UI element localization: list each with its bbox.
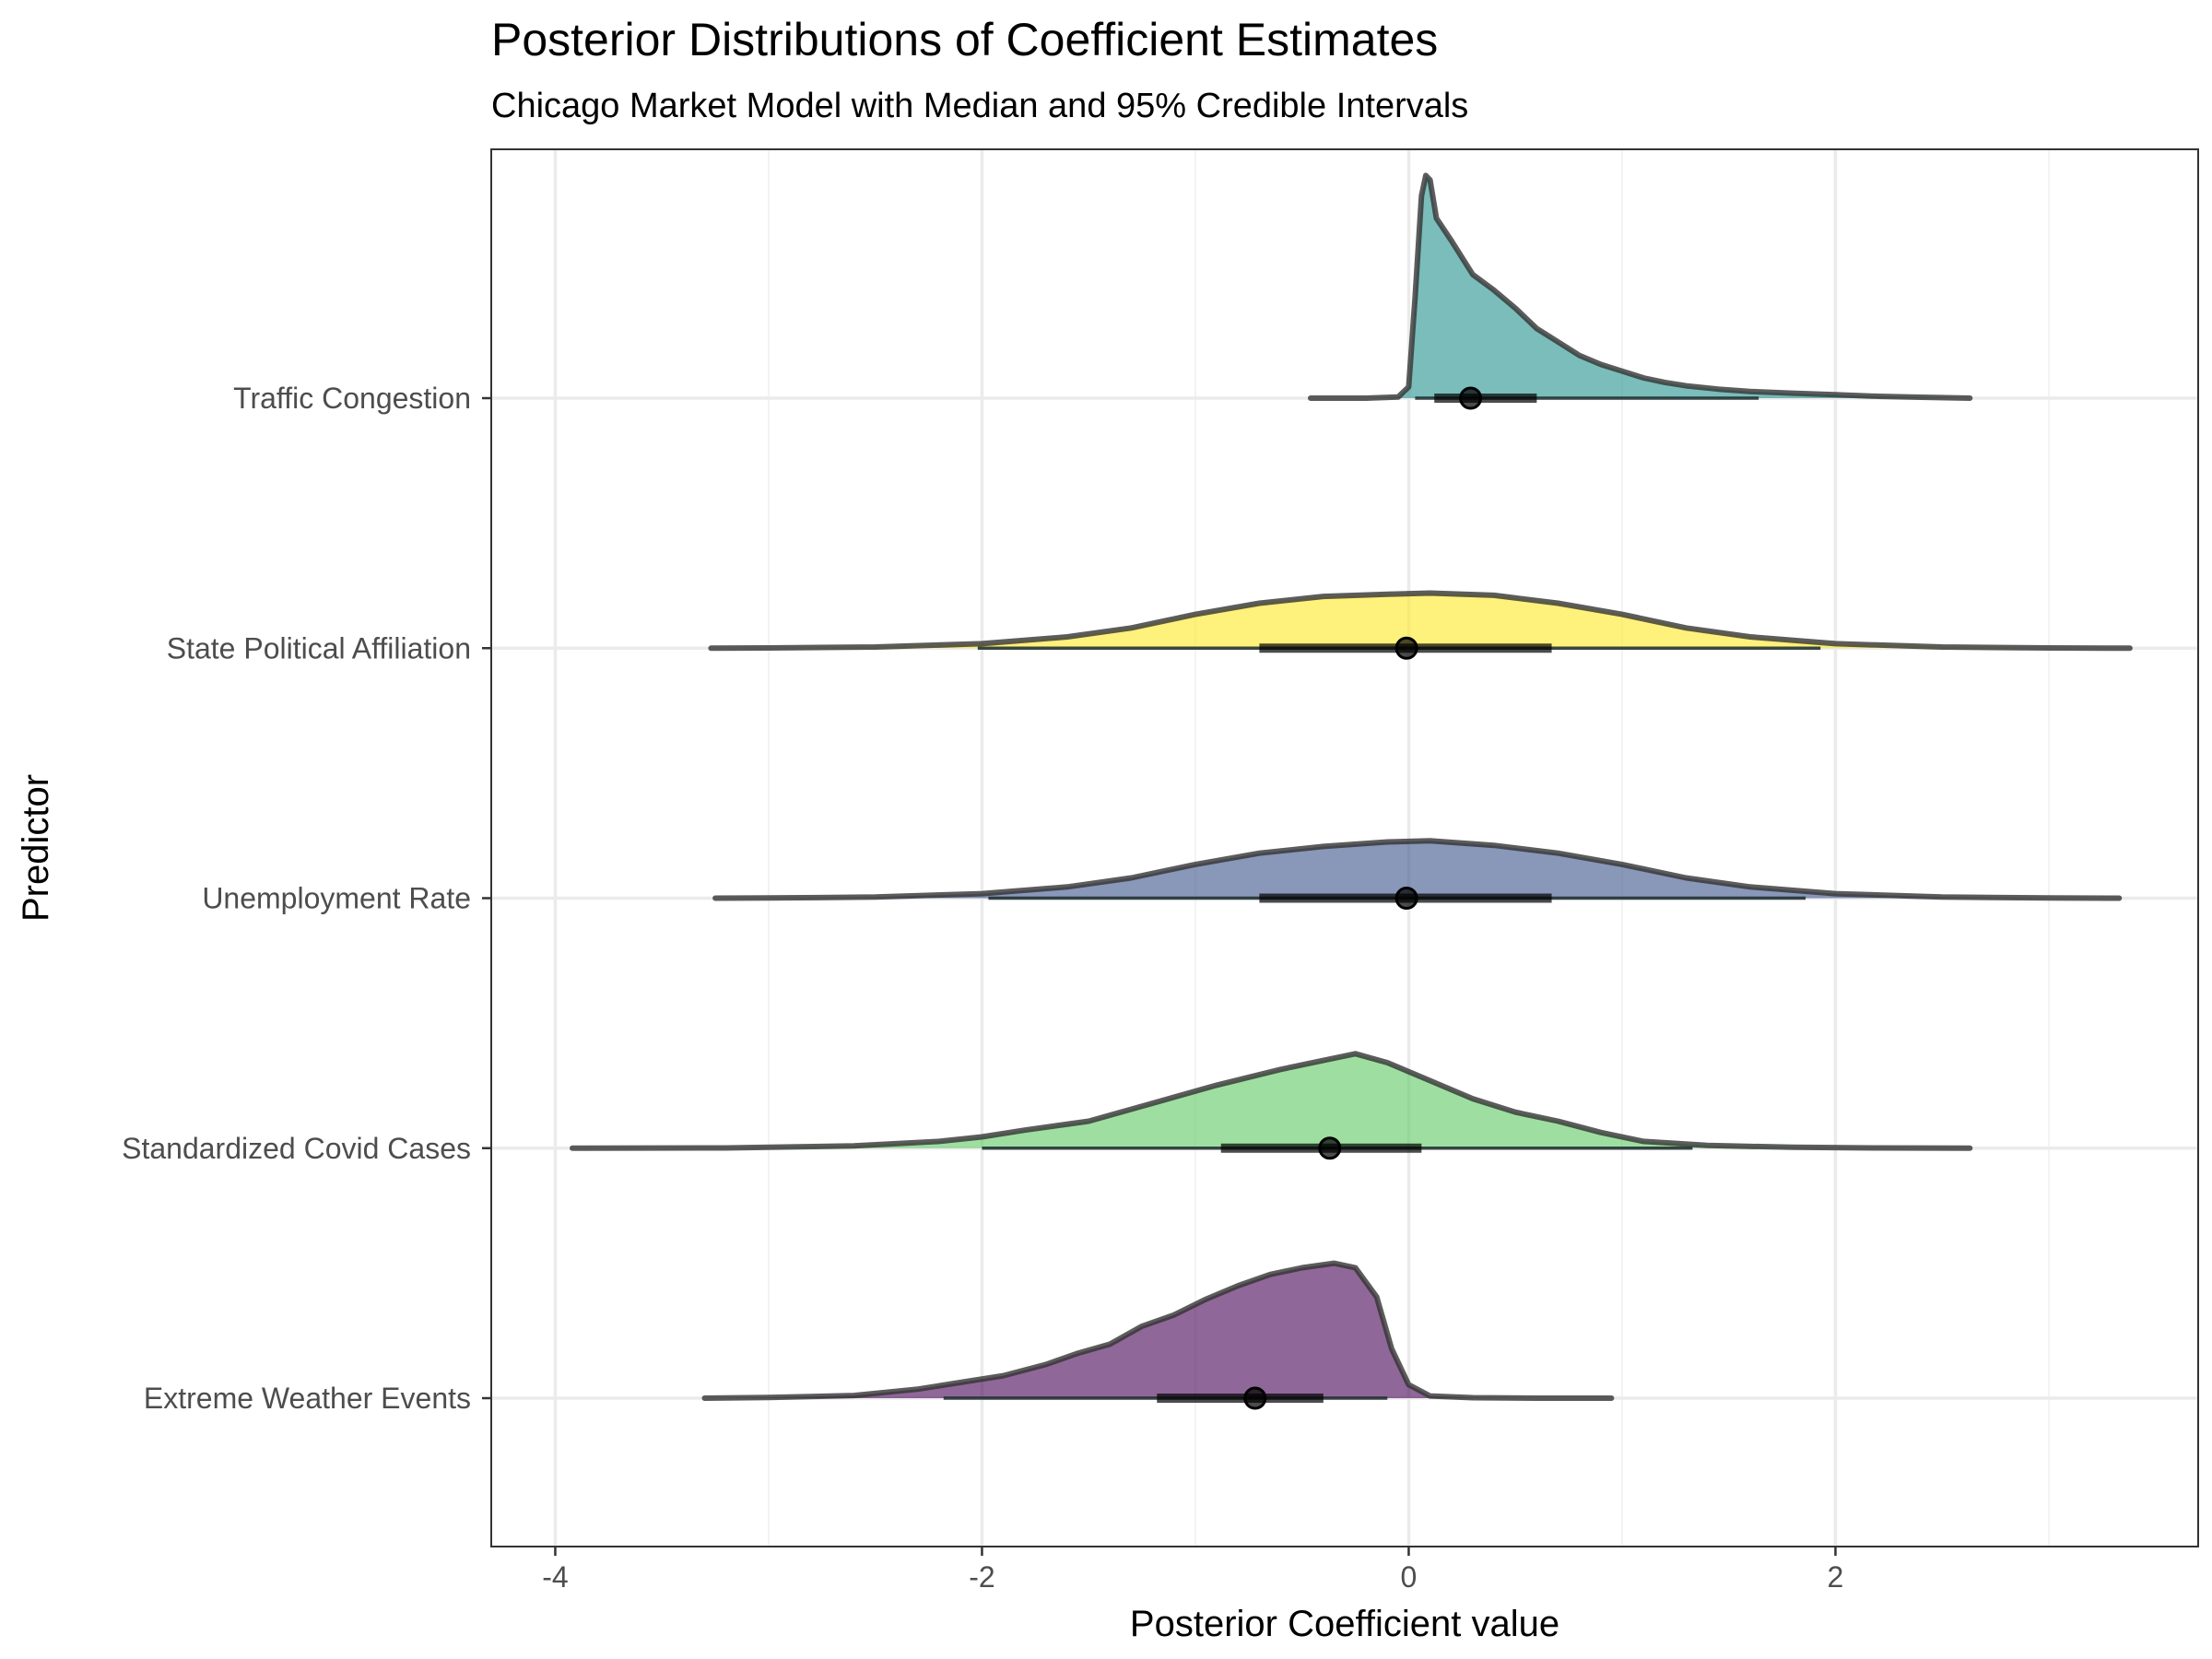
series-traffic-congestion bbox=[1308, 172, 1973, 410]
density-outline bbox=[570, 1051, 1973, 1151]
density-outline bbox=[701, 1260, 1615, 1401]
x-tick-label: 2 bbox=[1828, 1560, 1844, 1594]
density-outline bbox=[712, 838, 2123, 901]
median-point bbox=[1243, 1386, 1267, 1410]
y-tick-label: State Political Affiliation bbox=[167, 631, 471, 665]
panel-border bbox=[490, 148, 2199, 1547]
series-extreme-weather-events bbox=[701, 1260, 1615, 1410]
x-tick-label: -2 bbox=[969, 1560, 994, 1594]
x-tick-label: -4 bbox=[542, 1560, 568, 1594]
density-fill bbox=[715, 841, 2120, 899]
median-point bbox=[1459, 386, 1483, 410]
density-outline bbox=[1308, 172, 1973, 401]
x-tick-label: 0 bbox=[1401, 1560, 1418, 1594]
density-fill bbox=[704, 1263, 1612, 1398]
chart-subtitle: Chicago Market Model with Median and 95%… bbox=[491, 87, 1468, 125]
median-point bbox=[1394, 636, 1418, 660]
median-point bbox=[1394, 887, 1418, 910]
series-standardized-covid-cases bbox=[570, 1051, 1973, 1160]
density-series bbox=[570, 172, 2133, 1410]
density-fill bbox=[572, 1053, 1971, 1148]
y-tick-label: Extreme Weather Events bbox=[144, 1382, 471, 1415]
y-axis-title: Predictor bbox=[16, 774, 56, 922]
median-point bbox=[1318, 1136, 1342, 1160]
x-axis: -4 -2 0 2 bbox=[542, 1547, 1843, 1594]
density-fill bbox=[1311, 175, 1971, 398]
y-tick-label: Unemployment Rate bbox=[202, 882, 471, 915]
density-outline bbox=[708, 590, 2133, 652]
y-tick-label: Standardized Covid Cases bbox=[122, 1132, 471, 1165]
x-axis-title: Posterior Coefficient value bbox=[1130, 1604, 1559, 1644]
chart-title: Posterior Distributions of Coefficient E… bbox=[491, 14, 1438, 65]
density-fill bbox=[711, 593, 2130, 649]
series-state-political-affiliation bbox=[708, 590, 2133, 660]
y-axis: Extreme Weather Events Standardized Covid… bbox=[122, 382, 491, 1415]
series-unemployment-rate bbox=[712, 838, 2123, 910]
y-tick-label: Traffic Congestion bbox=[233, 382, 471, 415]
